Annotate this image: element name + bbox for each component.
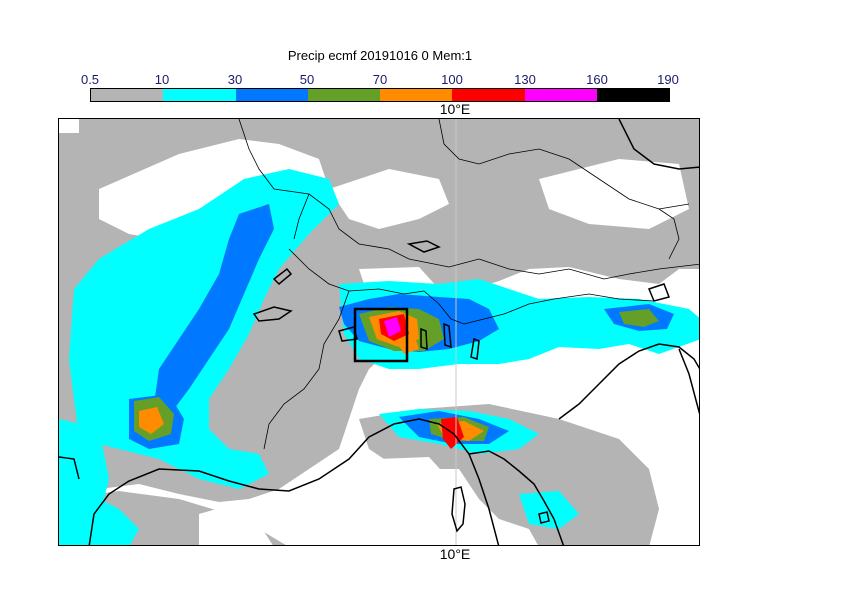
colorbar-label: 50 xyxy=(299,72,315,87)
precip-map xyxy=(59,119,699,545)
lake-constance xyxy=(406,240,441,253)
border xyxy=(438,119,570,165)
corsica-outline xyxy=(451,486,466,533)
dry-area xyxy=(59,119,79,133)
dry-area xyxy=(379,457,449,511)
border xyxy=(423,290,655,325)
lake-neuchatel xyxy=(272,267,293,286)
region-highlight-box xyxy=(353,307,409,363)
longitude-label-bottom: 10°E xyxy=(439,546,471,562)
colorbar-labels: 0.5 10 30 50 70 100 130 160 190 xyxy=(0,72,842,88)
precip-area-cyan xyxy=(59,494,139,545)
lake-maggiore xyxy=(420,327,428,351)
colorbar-swatch-2 xyxy=(235,89,308,101)
coastlines xyxy=(59,119,699,545)
coastline xyxy=(558,343,699,420)
precip-magenta-field xyxy=(384,317,401,337)
colorbar-label: 0.5 xyxy=(80,72,100,87)
colorbar xyxy=(90,88,670,102)
longitude-label-top: 10°E xyxy=(439,101,471,117)
lake xyxy=(647,283,670,302)
colorbar-label: 10 xyxy=(154,72,170,87)
colorbar-label: 190 xyxy=(657,72,679,87)
border xyxy=(293,193,310,240)
coastline xyxy=(618,119,699,170)
border xyxy=(263,290,350,450)
dry-area xyxy=(199,504,273,545)
colorbar-label: 30 xyxy=(227,72,243,87)
plot-title: Precip ecmf 20191016 0 Mem:1 xyxy=(287,48,473,63)
lake-como xyxy=(443,322,452,349)
coastline xyxy=(468,450,565,545)
colorbar-swatch-1 xyxy=(163,89,236,101)
dry-area xyxy=(539,159,689,229)
lake xyxy=(338,326,358,342)
island-outline xyxy=(538,511,550,524)
precip-area-blue xyxy=(154,204,274,409)
lakes xyxy=(252,240,670,361)
colorbar-swatch-6 xyxy=(524,89,597,101)
colorbar-label: 160 xyxy=(586,72,608,87)
precip-area-green xyxy=(619,309,659,327)
colorbar-label: 100 xyxy=(441,72,463,87)
coastline xyxy=(88,418,500,545)
map-panel xyxy=(58,118,700,546)
precip-area-magenta xyxy=(384,317,401,337)
colorbar-label: 130 xyxy=(514,72,536,87)
dry-area xyxy=(329,169,449,229)
colorbar-label: 70 xyxy=(372,72,388,87)
border xyxy=(238,119,480,268)
coastline xyxy=(59,456,80,480)
border xyxy=(568,158,690,210)
colorbar-swatch-3 xyxy=(307,89,380,101)
lake-garda xyxy=(470,337,480,361)
country-borders xyxy=(238,119,699,450)
colorbar-swatch-5 xyxy=(452,89,525,101)
islands xyxy=(451,486,550,533)
border xyxy=(478,258,699,280)
lake-geneva xyxy=(252,306,293,322)
border xyxy=(658,208,680,260)
colorbar-swatch-7 xyxy=(596,89,669,101)
precip-area-orange xyxy=(139,407,164,434)
colorbar-swatch-0 xyxy=(91,89,164,101)
colorbar-swatch-4 xyxy=(380,89,453,101)
coastline xyxy=(678,348,699,415)
